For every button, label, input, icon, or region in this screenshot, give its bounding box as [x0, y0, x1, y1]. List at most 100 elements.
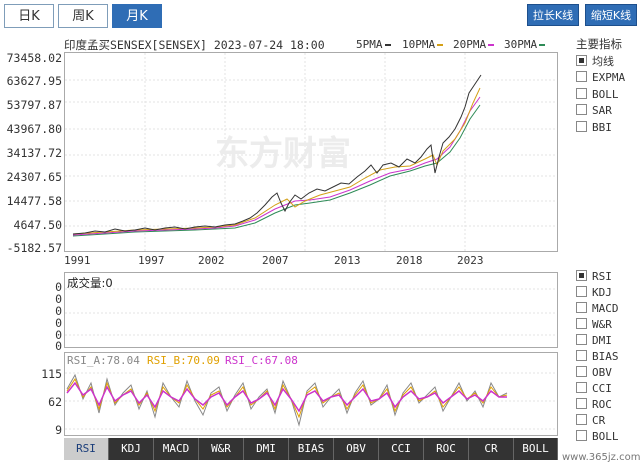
bottom-tab-cr[interactable]: CR [469, 438, 514, 460]
ma-30-line [72, 104, 481, 237]
sub-indicator-obv[interactable]: OBV [576, 366, 612, 380]
sub-indicator-dmi[interactable]: DMI [576, 334, 612, 348]
sub-indicator-bias[interactable]: BIAS [576, 350, 619, 364]
sub-indicator-rsi[interactable]: RSI [576, 270, 612, 284]
indicator-label: W&R [592, 318, 612, 331]
sub-indicator-cr[interactable]: CR [576, 414, 605, 428]
x-axis-year-label: 2002 [198, 254, 225, 267]
checkbox-icon [576, 270, 587, 281]
ma-legend-5: 5PMA [356, 38, 391, 51]
sub-indicator-cci[interactable]: CCI [576, 382, 612, 396]
price-gridlines [65, 53, 557, 251]
x-axis-year-label: 2007 [262, 254, 289, 267]
main-indicator-sar[interactable]: SAR [576, 104, 612, 118]
stretch-k-button[interactable]: 拉长K线 [527, 4, 579, 26]
volume-y-label: 0 [55, 316, 62, 330]
indicator-label: EXPMA [592, 71, 626, 84]
indicator-label: OBV [592, 366, 612, 379]
indicator-label: RSI [592, 270, 612, 283]
ma-20-swatch [488, 44, 495, 46]
bottom-tab-dmi[interactable]: DMI [244, 438, 289, 460]
main-indicator-title: 主要指标 [576, 37, 622, 51]
checkbox-icon [576, 334, 587, 345]
sub-indicator-boll[interactable]: BOLL [576, 430, 619, 444]
indicator-label: 均线 [592, 55, 614, 68]
ma-legend-30-label: 30PMA [504, 38, 538, 51]
watermark-text: 东方财富 [215, 134, 351, 174]
volume-y-label: 0 [55, 304, 62, 318]
checkbox-icon [576, 302, 587, 313]
bottom-tab-macd[interactable]: MACD [154, 438, 199, 460]
price-y-label: 4647.50 [13, 218, 62, 232]
indicator-label: DMI [592, 334, 612, 347]
rsi-y-label: 62 [48, 395, 62, 409]
indicator-label: CR [592, 414, 606, 427]
checkbox-icon [576, 398, 587, 409]
price-y-label: 63627.95 [6, 74, 62, 88]
indicator-label: MACD [592, 302, 619, 315]
sub-indicator-wr[interactable]: W&R [576, 318, 612, 332]
x-axis-year-label: 2023 [457, 254, 484, 267]
indicator-label: SAR [592, 104, 612, 117]
price-y-label: 43967.80 [6, 122, 62, 136]
main-indicator-bbi[interactable]: BBI [576, 121, 612, 135]
volume-chart[interactable]: 成交量:0 [64, 272, 558, 348]
tab-week-k[interactable]: 周K [58, 4, 108, 28]
main-indicator-boll[interactable]: BOLL [576, 88, 619, 102]
sub-indicator-roc[interactable]: ROC [576, 398, 612, 412]
volume-grid [65, 288, 557, 336]
main-indicator-ma[interactable]: 均线 [576, 55, 614, 69]
price-y-label: 24307.65 [6, 170, 62, 184]
checkbox-icon [576, 350, 587, 361]
rsi-y-label: 115 [41, 367, 62, 381]
chart-title: 印度孟买SENSEX[SENSEX] 2023-07-24 18:00 [64, 38, 325, 52]
bottom-tab-roc[interactable]: ROC [424, 438, 469, 460]
checkbox-icon [576, 366, 587, 377]
bottom-tab-bias[interactable]: BIAS [289, 438, 334, 460]
rsi-a-value: RSI_A:78.04 [67, 354, 140, 367]
checkbox-icon [576, 121, 587, 132]
checkbox-icon [576, 55, 587, 66]
x-axis-year-label: 1997 [138, 254, 165, 267]
price-y-label: 73458.02 [6, 51, 62, 65]
shorten-k-button[interactable]: 缩短K线 [585, 4, 637, 26]
bottom-tab-wr[interactable]: W&R [199, 438, 244, 460]
main-price-chart[interactable]: 东方财富 [64, 52, 558, 252]
rsi-c-line [66, 381, 507, 413]
bottom-tab-obv[interactable]: OBV [334, 438, 379, 460]
rsi-c-value: RSI_C:67.08 [225, 354, 298, 367]
tab-day-k[interactable]: 日K [4, 4, 54, 28]
main-indicator-expma[interactable]: EXPMA [576, 71, 625, 85]
bottom-tab-cci[interactable]: CCI [379, 438, 424, 460]
ma-legend-20-label: 20PMA [453, 38, 487, 51]
bottom-tab-kdj[interactable]: KDJ [109, 438, 154, 460]
volume-y-label: 0 [55, 292, 62, 306]
x-axis-year-label: 2013 [334, 254, 361, 267]
sub-indicator-macd[interactable]: MACD [576, 302, 619, 316]
checkbox-icon [576, 88, 587, 99]
rsi-b-value: RSI_B:70.09 [147, 354, 220, 367]
rsi-b-line [66, 377, 508, 419]
indicator-label: BOLL [592, 430, 619, 443]
indicator-label: BBI [592, 121, 612, 134]
checkbox-icon [576, 382, 587, 393]
sub-indicator-kdj[interactable]: KDJ [576, 286, 612, 300]
indicator-label: BOLL [592, 88, 619, 101]
bottom-tab-rsi[interactable]: RSI [64, 438, 109, 460]
tab-month-k[interactable]: 月K [112, 4, 162, 28]
ma-20-line [72, 96, 481, 236]
indicator-label: BIAS [592, 350, 619, 363]
volume-y-label: 0 [55, 339, 62, 353]
checkbox-icon [576, 286, 587, 297]
price-line [72, 74, 482, 235]
ma-10-swatch [437, 44, 444, 46]
rsi-chart[interactable]: RSI_A:78.04 RSI_B:70.09 RSI_C:67.08 [64, 352, 558, 436]
ma-5-swatch [384, 44, 391, 46]
x-axis-year-label: 2018 [396, 254, 423, 267]
checkbox-icon [576, 318, 587, 329]
ma-legend-20: 20PMA [453, 38, 495, 51]
ma-legend-30: 30PMA [504, 38, 546, 51]
price-y-label: -5182.57 [6, 241, 62, 255]
indicator-label: CCI [592, 382, 612, 395]
bottom-tab-boll[interactable]: BOLL [514, 438, 558, 460]
